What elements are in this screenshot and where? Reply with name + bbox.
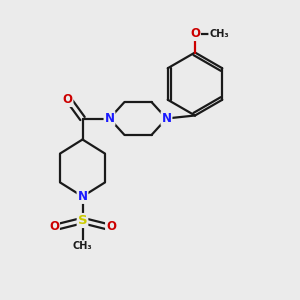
Text: N: N xyxy=(104,112,115,125)
Text: N: N xyxy=(77,190,88,203)
Text: O: O xyxy=(49,220,59,233)
Text: CH₃: CH₃ xyxy=(209,28,229,39)
Text: CH₃: CH₃ xyxy=(73,241,92,251)
Text: N: N xyxy=(161,112,172,125)
Text: O: O xyxy=(62,93,73,106)
Text: O: O xyxy=(106,220,116,233)
Text: S: S xyxy=(78,214,87,227)
Text: O: O xyxy=(190,27,200,40)
